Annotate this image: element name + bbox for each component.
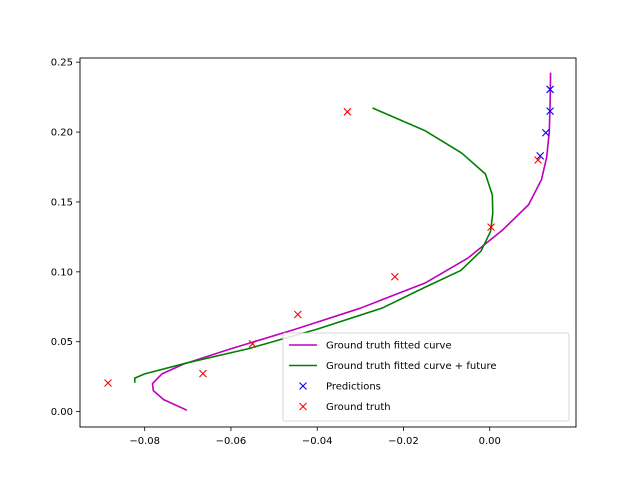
legend-label: Ground truth fitted curve bbox=[326, 341, 452, 352]
x-tick-label: 0.00 bbox=[479, 436, 501, 447]
legend-swatch bbox=[299, 382, 307, 390]
axes: −0.08 −0.06 −0.04 −0.02 0.00 0.00 0.05 0.10 0.15… bbox=[51, 57, 577, 447]
series-3-point-1 bbox=[536, 151, 545, 160]
legend-entry-3: Predictions bbox=[299, 382, 381, 393]
series-4-point-3 bbox=[248, 339, 257, 348]
legend-box bbox=[282, 332, 570, 422]
y-tick-label: 0.15 bbox=[51, 197, 73, 208]
legend-entry-1: Ground truth fitted curve bbox=[289, 341, 452, 352]
x-tick-label: −0.06 bbox=[216, 436, 247, 447]
series-4-point-5 bbox=[390, 272, 399, 281]
y-tick-label: 0.05 bbox=[51, 337, 73, 348]
series-4-point-6 bbox=[487, 223, 495, 232]
plot-area bbox=[104, 72, 555, 412]
y-tick-label: 0.25 bbox=[51, 58, 73, 69]
y-tick-label: 0.00 bbox=[51, 407, 73, 418]
series-3-point-2 bbox=[541, 128, 550, 137]
legend-label: Ground truth fitted curve + future bbox=[326, 361, 497, 372]
y-tick-label: 0.10 bbox=[51, 267, 73, 278]
series-line-1 bbox=[151, 72, 552, 412]
series-4-point-8 bbox=[343, 107, 352, 116]
legend-entry-2: Ground truth fitted curve + future bbox=[289, 361, 497, 372]
series-line-2 bbox=[133, 107, 494, 383]
legend-swatch bbox=[299, 402, 307, 411]
legend-label: Ground truth bbox=[326, 402, 391, 413]
y-tick-label: 0.20 bbox=[51, 128, 73, 139]
x-tick-label: −0.02 bbox=[388, 436, 419, 447]
series-4-point-1 bbox=[104, 379, 112, 387]
legend: Ground truth fitted curve Ground truth fi… bbox=[282, 332, 570, 422]
legend-entry-4: Ground truth bbox=[299, 402, 391, 413]
x-tick-label: −0.08 bbox=[129, 436, 160, 447]
series-3-point-4 bbox=[546, 85, 555, 94]
series-4-point-4 bbox=[293, 310, 302, 319]
series-4-point-2 bbox=[199, 369, 207, 378]
x-tick-label: −0.04 bbox=[302, 436, 333, 447]
series-4-point-7 bbox=[534, 156, 542, 164]
series-3-point-3 bbox=[546, 107, 555, 116]
legend-label: Predictions bbox=[326, 382, 381, 393]
axes-frame bbox=[79, 57, 577, 428]
